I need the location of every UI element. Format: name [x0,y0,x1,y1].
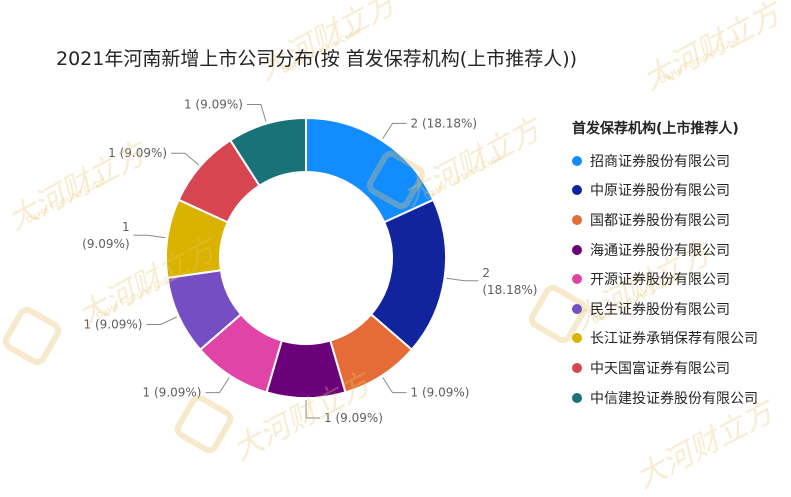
legend-item[interactable]: 海通证券股份有限公司 [572,235,758,265]
legend-item[interactable]: 招商证券股份有限公司 [572,146,758,176]
legend-title: 首发保荐机构(上市推荐人) [572,121,739,137]
legend-dot-icon [572,155,582,166]
legend-dot-icon [572,274,582,285]
legend-item[interactable]: 民生证券股份有限公司 [572,294,758,324]
leader-line [171,152,200,166]
donut-slice[interactable] [228,116,307,188]
leader-line [246,103,267,122]
legend-label: 长江证券承销保荐有限公司 [590,331,758,348]
leader-line [133,234,166,239]
data-label: 1 (9.09%) [143,386,202,400]
legend-label: 开源证券股份有限公司 [590,272,730,289]
legend-items: 招商证券股份有限公司 中原证券股份有限公司 国都证券股份有限公司 海通证券股份有限公司… [572,146,758,412]
donut-chart: 2 (18.18%) 2 (18.18%) 1 (9.09%) 1 (9.09%) 1 (… [82,97,537,425]
legend-label: 中天国富证券有限公司 [590,360,730,377]
legend-item[interactable]: 中信建投证券股份有限公司 [572,383,758,413]
leader-line [446,277,479,282]
legend-dot-icon [572,303,582,314]
legend-label: 海通证券股份有限公司 [590,242,730,259]
legend-dot-icon [572,185,582,196]
leader-line [305,400,320,419]
data-label: 1 (9.09%) [324,411,383,425]
chart-title: 2021年河南新增上市公司分布(按 首发保荐机构(上市推荐人)) [56,48,578,70]
legend-label: 中信建投证券股份有限公司 [590,390,758,407]
legend-dot-icon [572,362,582,373]
legend-item[interactable]: 长江证券承销保荐有限公司 [572,324,758,354]
data-label: 1 (9.09%) [84,317,143,331]
legend-label: 招商证券股份有限公司 [590,153,730,170]
data-label: 1 (9.09%) [411,386,470,400]
legend: 首发保荐机构(上市推荐人) 招商证券股份有限公司 中原证券股份有限公司 国都证券股份… [572,118,758,412]
legend-dot-icon [572,244,582,255]
legend-dot-icon [572,392,582,403]
legend-label: 中原证券股份有限公司 [590,183,730,200]
data-label: 1 (9.09%) [184,97,243,111]
data-label: 2 (18.18%) [482,266,537,297]
leader-line [205,377,230,394]
data-label: 2 (18.18%) [411,116,478,130]
legend-item[interactable]: 中原证券股份有限公司 [572,176,758,206]
legend-label: 民生证券股份有限公司 [590,301,730,318]
legend-item[interactable]: 中天国富证券有限公司 [572,353,758,383]
legend-item[interactable]: 开源证券股份有限公司 [572,264,758,294]
leader-line [382,377,407,394]
legend-dot-icon [572,333,582,344]
data-label: 1 (9.09%) [82,220,129,251]
data-label: 1 (9.09%) [108,146,167,160]
legend-item[interactable]: 国都证券股份有限公司 [572,205,758,235]
leader-line [146,316,178,325]
leader-line [382,122,407,139]
legend-dot-icon [572,214,582,225]
legend-label: 国都证券股份有限公司 [590,212,730,229]
